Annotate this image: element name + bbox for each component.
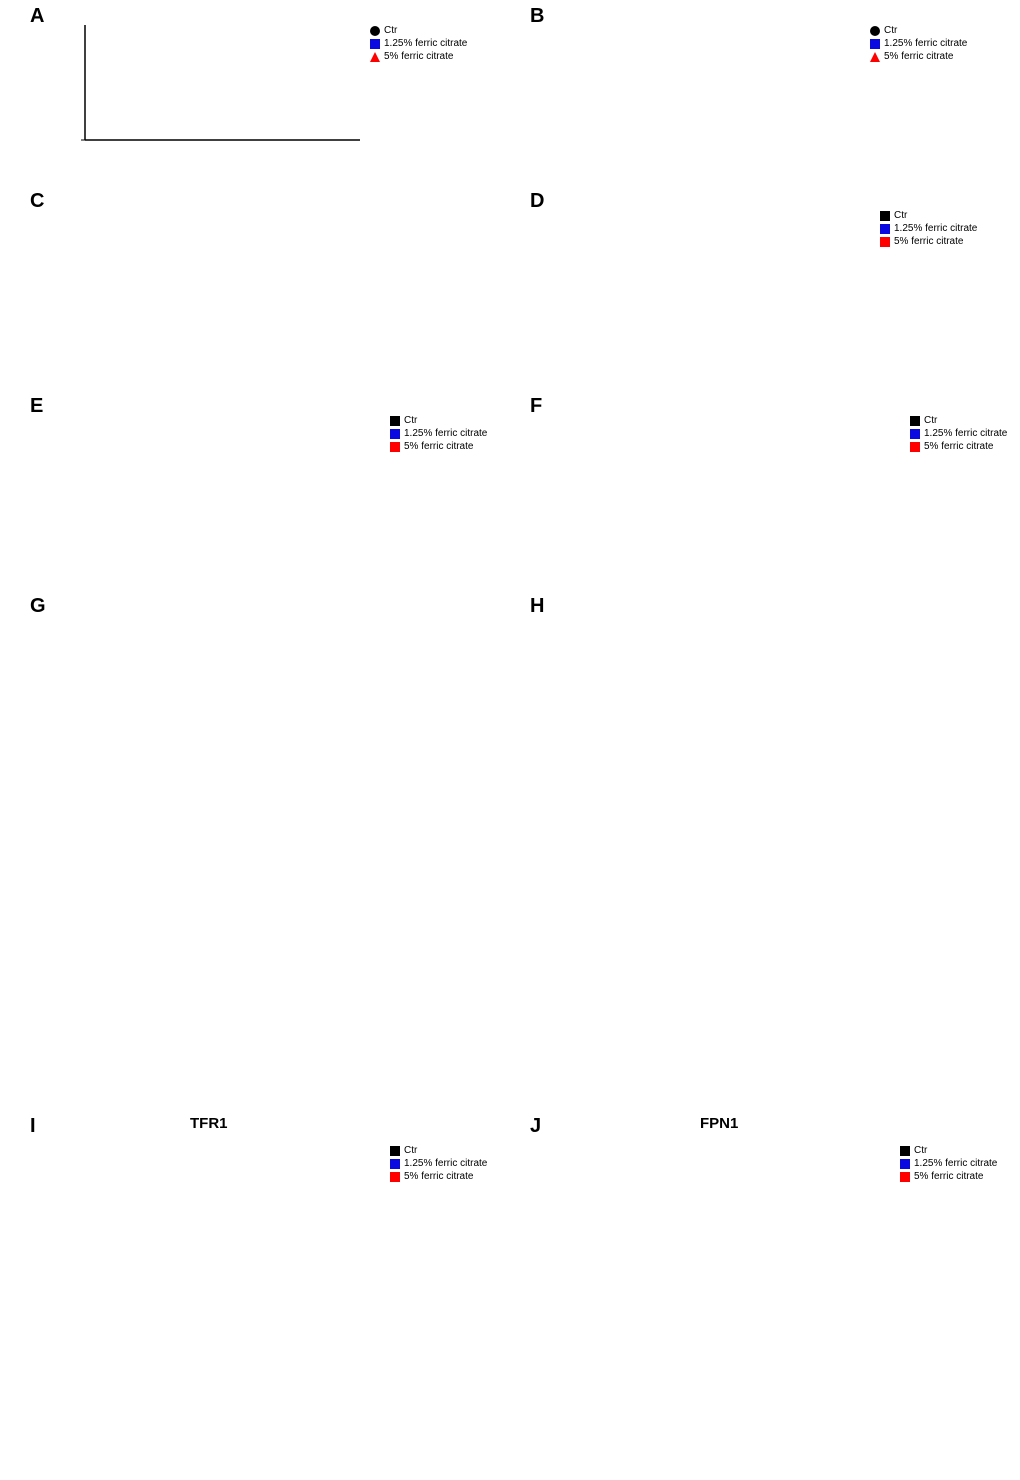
legend-marker-low-f <box>910 429 920 439</box>
legend-marker-high-f <box>910 442 920 452</box>
legend-ctr-d: Ctr <box>894 210 907 221</box>
legend-high-d: 5% ferric citrate <box>894 236 963 247</box>
panel-e: E Ctr 1.25% ferric citrate 5% ferric cit… <box>10 395 500 590</box>
legend-low-e: 1.25% ferric citrate <box>404 428 487 439</box>
legend-ctr-b: Ctr <box>884 25 897 36</box>
legend-low: 1.25% ferric citrate <box>384 38 467 49</box>
legend-ctr-f: Ctr <box>924 415 937 426</box>
panel-j-legend: Ctr 1.25% ferric citrate 5% ferric citra… <box>900 1145 997 1184</box>
legend-marker-ctr-j <box>900 1146 910 1156</box>
legend-marker-low-i <box>390 1159 400 1169</box>
panel-h: H <box>510 595 1010 1105</box>
legend-marker-ctr-d <box>880 211 890 221</box>
panel-i-label: I <box>30 1115 36 1138</box>
panel-g-label: G <box>30 595 46 618</box>
panel-g-grid <box>65 600 495 1100</box>
legend-marker-high-i <box>390 1172 400 1182</box>
panel-c-label: C <box>30 190 44 213</box>
legend-marker-ctr <box>370 26 380 36</box>
panel-j-label: J <box>530 1115 541 1138</box>
legend-ctr-j: Ctr <box>914 1145 927 1156</box>
legend-low-b: 1.25% ferric citrate <box>884 38 967 49</box>
legend-marker-low-e <box>390 429 400 439</box>
panel-i-legend: Ctr 1.25% ferric citrate 5% ferric citra… <box>390 1145 487 1184</box>
panel-j: J FPN1 Ctr 1.25% ferric citrate 5% ferri… <box>510 1115 1010 1325</box>
panel-d-chart <box>550 195 880 390</box>
panel-b-legend: Ctr 1.25% ferric citrate 5% ferric citra… <box>870 25 967 64</box>
legend-high: 5% ferric citrate <box>384 51 453 62</box>
legend-marker-low <box>370 39 380 49</box>
panel-g: G <box>10 595 500 1105</box>
panel-b-chart <box>540 10 870 185</box>
legend-marker-ctr-e <box>390 416 400 426</box>
panel-f-chart <box>540 400 910 590</box>
legend-marker-high <box>370 52 380 62</box>
legend-marker-ctr-f <box>910 416 920 426</box>
legend-ctr-i: Ctr <box>404 1145 417 1156</box>
legend-marker-low-d <box>880 224 890 234</box>
panel-b: B Ctr 1.25% ferric citrate 5% ferric cit… <box>510 5 1010 185</box>
legend-low-f: 1.25% ferric citrate <box>924 428 1007 439</box>
panel-i-chart <box>50 1125 390 1325</box>
panel-a: A Ctr 1.25% ferric citrate 5% ferric cit… <box>10 5 500 185</box>
panel-d-label: D <box>530 190 544 213</box>
legend-high-f: 5% ferric citrate <box>924 441 993 452</box>
legend-marker-ctr-b <box>870 26 880 36</box>
legend-marker-high-b <box>870 52 880 62</box>
legend-ctr: Ctr <box>384 25 397 36</box>
legend-ctr-e: Ctr <box>404 415 417 426</box>
panel-j-chart <box>550 1125 890 1325</box>
panel-e-chart <box>40 400 390 590</box>
panel-a-legend: Ctr 1.25% ferric citrate 5% ferric citra… <box>370 25 467 64</box>
legend-marker-ctr-i <box>390 1146 400 1156</box>
legend-low-j: 1.25% ferric citrate <box>914 1158 997 1169</box>
legend-marker-high-j <box>900 1172 910 1182</box>
legend-high-i: 5% ferric citrate <box>404 1171 473 1182</box>
panel-e-legend: Ctr 1.25% ferric citrate 5% ferric citra… <box>390 415 487 454</box>
legend-marker-low-b <box>870 39 880 49</box>
panel-c: C <box>10 190 500 390</box>
panel-h-grid <box>535 600 965 1100</box>
legend-low-i: 1.25% ferric citrate <box>404 1158 487 1169</box>
legend-marker-high-e <box>390 442 400 452</box>
panel-i: I TFR1 Ctr 1.25% ferric citrate 5% ferri… <box>10 1115 500 1325</box>
legend-high-e: 5% ferric citrate <box>404 441 473 452</box>
legend-marker-high-d <box>880 237 890 247</box>
panel-f-legend: Ctr 1.25% ferric citrate 5% ferric citra… <box>910 415 1007 454</box>
panel-d-legend: Ctr 1.25% ferric citrate 5% ferric citra… <box>880 210 977 249</box>
panel-c-chart <box>50 195 380 390</box>
panel-f: F Ctr 1.25% ferric citrate 5% ferric cit… <box>510 395 1010 590</box>
panel-a-chart <box>40 10 370 185</box>
legend-low-d: 1.25% ferric citrate <box>894 223 977 234</box>
legend-high-b: 5% ferric citrate <box>884 51 953 62</box>
panel-d: D Ctr 1.25% ferric citrate 5% ferric cit… <box>510 190 1010 390</box>
legend-marker-low-j <box>900 1159 910 1169</box>
legend-high-j: 5% ferric citrate <box>914 1171 983 1182</box>
